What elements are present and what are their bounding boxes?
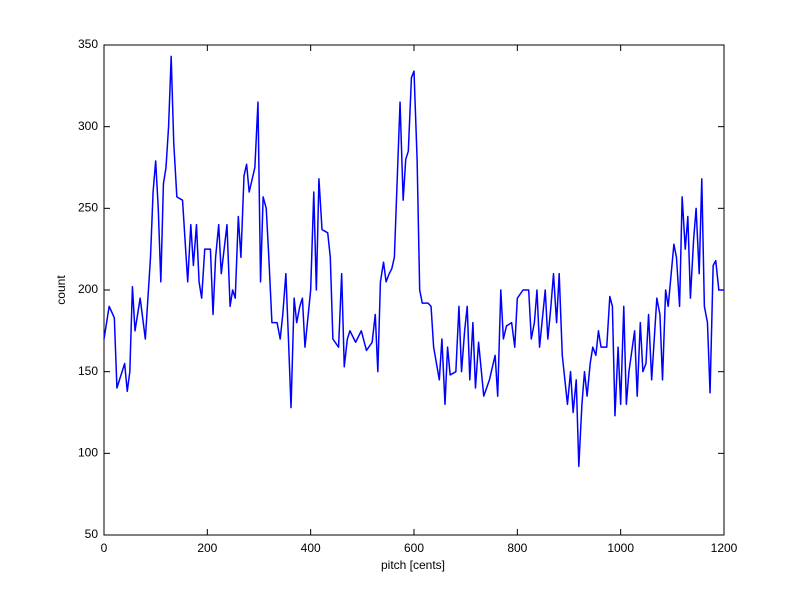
x-tick-label: 600 [404, 541, 424, 555]
y-tick-label: 250 [78, 201, 98, 215]
x-axis-label: pitch [cents] [381, 558, 445, 572]
x-tick-label: 200 [197, 541, 217, 555]
x-tick-label: 1000 [607, 541, 634, 555]
x-tick-label: 1200 [711, 541, 738, 555]
y-tick-label: 50 [85, 527, 99, 541]
x-tick-label: 400 [301, 541, 321, 555]
data-line [103, 55, 724, 468]
y-axis-label: count [54, 275, 68, 305]
y-tick-label: 350 [78, 37, 98, 51]
x-tick-label: 800 [507, 541, 527, 555]
y-tick-label: 100 [78, 446, 98, 460]
y-tick-label: 200 [78, 282, 98, 296]
x-tick-label: 0 [101, 541, 108, 555]
axes-box [103, 44, 725, 536]
y-tick-label: 150 [78, 364, 98, 378]
y-tick-label: 300 [78, 119, 98, 133]
